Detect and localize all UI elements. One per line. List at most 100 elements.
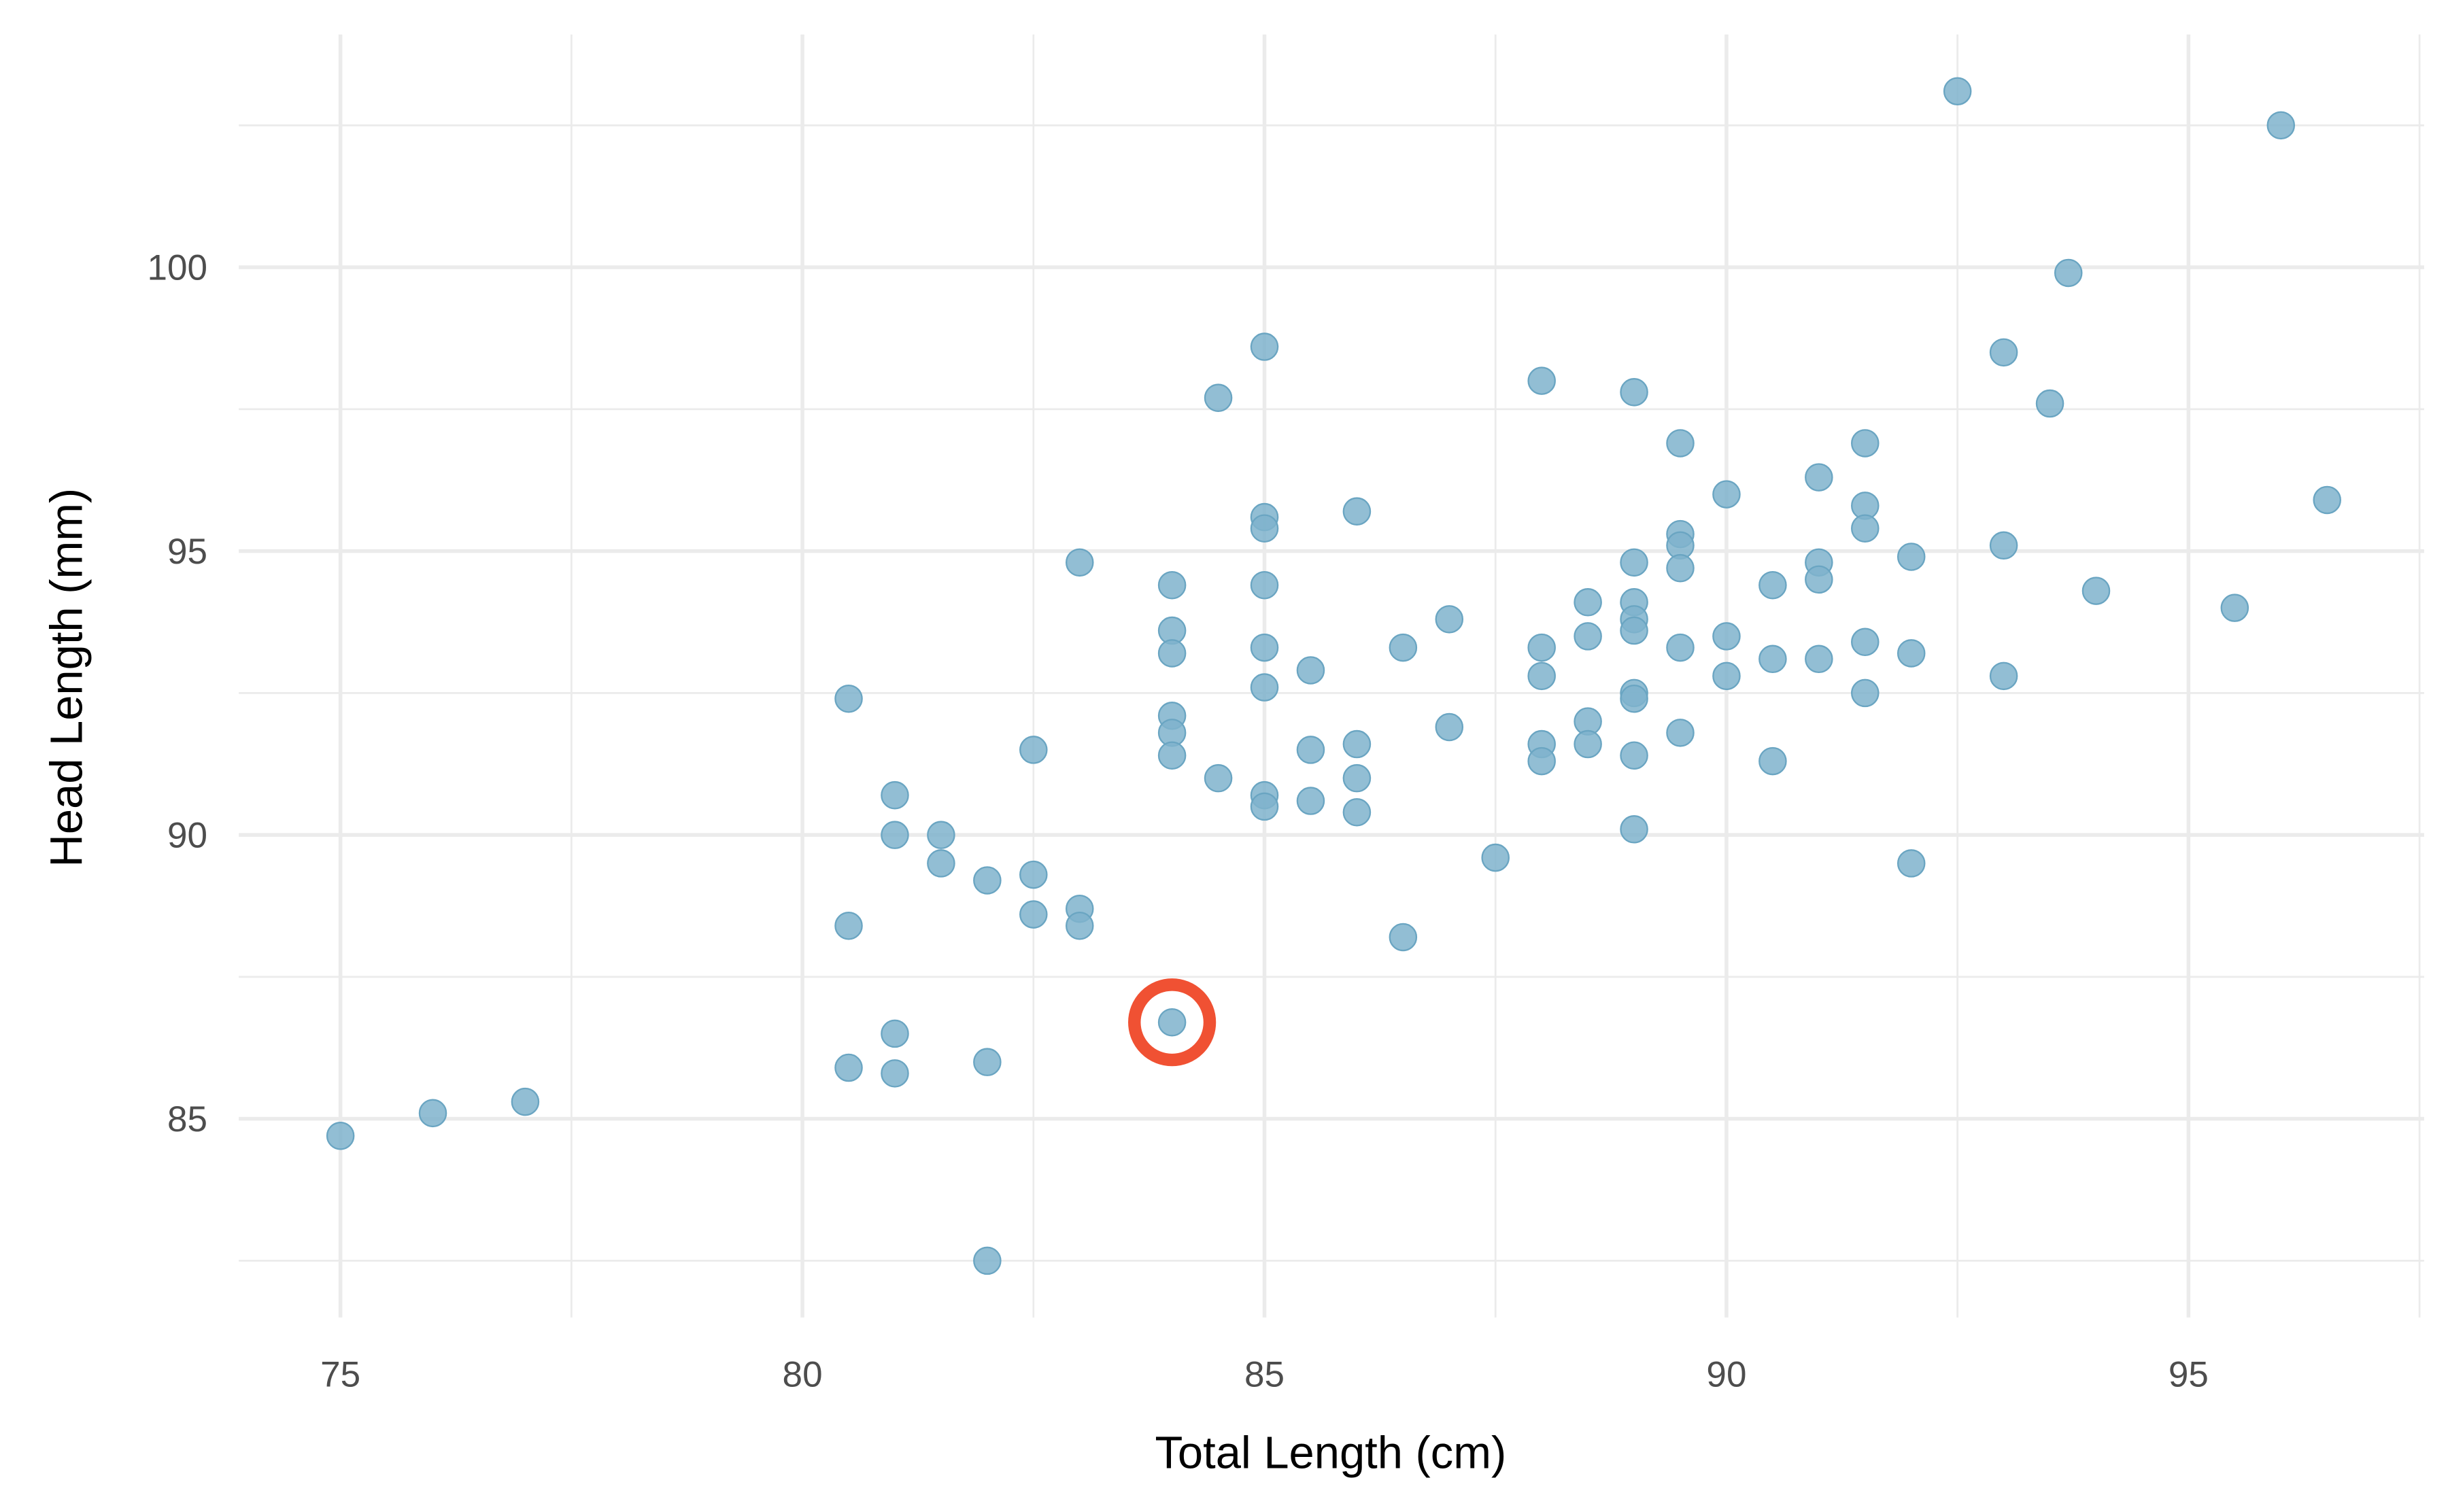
data-point — [1620, 741, 1648, 770]
data-point — [1250, 792, 1279, 821]
tick-labels: 75 80 85 90 95 85 90 95 100 — [148, 248, 2209, 1395]
data-point — [326, 1121, 355, 1150]
grid — [239, 34, 2424, 1318]
data-point — [1758, 645, 1787, 674]
data-point — [1157, 639, 1187, 668]
data-point — [1712, 622, 1741, 651]
data-point — [1296, 656, 1325, 685]
data-point — [1250, 633, 1279, 662]
data-point — [834, 684, 863, 713]
data-point — [1342, 797, 1372, 827]
data-point — [1204, 763, 1233, 793]
data-point — [1527, 662, 1556, 691]
data-point — [1943, 77, 1972, 106]
data-point — [1989, 338, 2018, 367]
data-point — [1389, 633, 1418, 662]
data-point — [1805, 565, 1833, 594]
data-point — [881, 821, 909, 849]
data-point — [1389, 923, 1418, 952]
data-point — [1435, 712, 1464, 742]
data-point — [1712, 480, 1741, 509]
data-points — [326, 77, 2341, 1275]
data-point — [1666, 633, 1695, 662]
data-point — [1666, 719, 1695, 747]
data-point — [1019, 736, 1048, 764]
data-point — [927, 849, 955, 878]
data-point — [1342, 497, 1372, 526]
data-point — [973, 866, 1002, 895]
data-point — [1065, 911, 1094, 940]
y-tick-label: 90 — [167, 816, 207, 856]
data-point — [1574, 622, 1602, 651]
data-point — [1250, 514, 1279, 543]
data-point — [1805, 645, 1833, 674]
y-tick-label: 95 — [167, 532, 207, 572]
data-point — [1666, 553, 1695, 583]
data-point — [2054, 258, 2083, 288]
y-tick-label: 100 — [148, 248, 208, 288]
x-tick-label: 75 — [320, 1354, 360, 1394]
data-point — [418, 1099, 447, 1128]
data-point — [1758, 746, 1787, 776]
data-point — [2220, 594, 2249, 622]
data-point — [1851, 628, 1880, 657]
data-point — [973, 1246, 1002, 1275]
data-point — [1712, 662, 1741, 691]
data-point — [1758, 570, 1787, 600]
x-tick-label: 80 — [783, 1354, 823, 1394]
data-point — [1250, 332, 1279, 361]
data-point — [881, 1019, 909, 1048]
data-point — [1019, 860, 1048, 889]
data-point — [1989, 662, 2018, 691]
data-point — [1620, 616, 1648, 645]
data-point — [881, 780, 909, 810]
x-tick-label: 85 — [1244, 1354, 1285, 1394]
data-point — [834, 911, 863, 940]
data-point — [2266, 111, 2296, 140]
data-point — [1897, 543, 1926, 571]
data-point — [1157, 1008, 1187, 1037]
y-tick-label: 85 — [167, 1099, 207, 1139]
data-point — [1620, 378, 1648, 407]
x-tick-label: 95 — [2169, 1354, 2209, 1394]
data-point — [2081, 577, 2111, 605]
data-point — [1435, 605, 1464, 634]
data-point — [1851, 678, 1880, 708]
data-point — [1342, 763, 1372, 793]
data-point — [1204, 383, 1233, 412]
data-point — [1481, 843, 1510, 872]
data-point — [1296, 736, 1325, 764]
data-point — [1897, 849, 1926, 878]
data-point — [2313, 485, 2341, 515]
data-point — [1574, 729, 1602, 759]
data-point — [1250, 673, 1279, 702]
data-point — [1851, 429, 1880, 458]
y-axis-label: Head Length (mm) — [41, 488, 92, 867]
data-point — [511, 1087, 540, 1116]
data-point — [1250, 570, 1279, 600]
data-point — [1989, 531, 2018, 560]
data-point — [1296, 787, 1325, 815]
data-point — [1527, 366, 1556, 395]
data-point — [1342, 729, 1372, 759]
x-tick-label: 90 — [1706, 1354, 1746, 1394]
data-point — [1157, 741, 1187, 770]
data-point — [1620, 548, 1648, 577]
data-point — [927, 821, 955, 849]
data-point — [1851, 514, 1880, 543]
data-point — [1897, 639, 1926, 668]
data-point — [1620, 815, 1648, 844]
data-point — [1574, 588, 1602, 617]
x-axis-label: Total Length (cm) — [1155, 1427, 1506, 1478]
data-point — [1620, 684, 1648, 713]
highlight-circle — [1128, 978, 1217, 1067]
data-point — [1019, 900, 1048, 929]
data-point — [973, 1048, 1002, 1076]
data-point — [1527, 633, 1556, 662]
data-point — [881, 1059, 909, 1088]
data-point — [2035, 389, 2064, 418]
data-point — [1527, 746, 1556, 776]
data-point — [1805, 463, 1833, 492]
data-point — [1065, 548, 1094, 577]
